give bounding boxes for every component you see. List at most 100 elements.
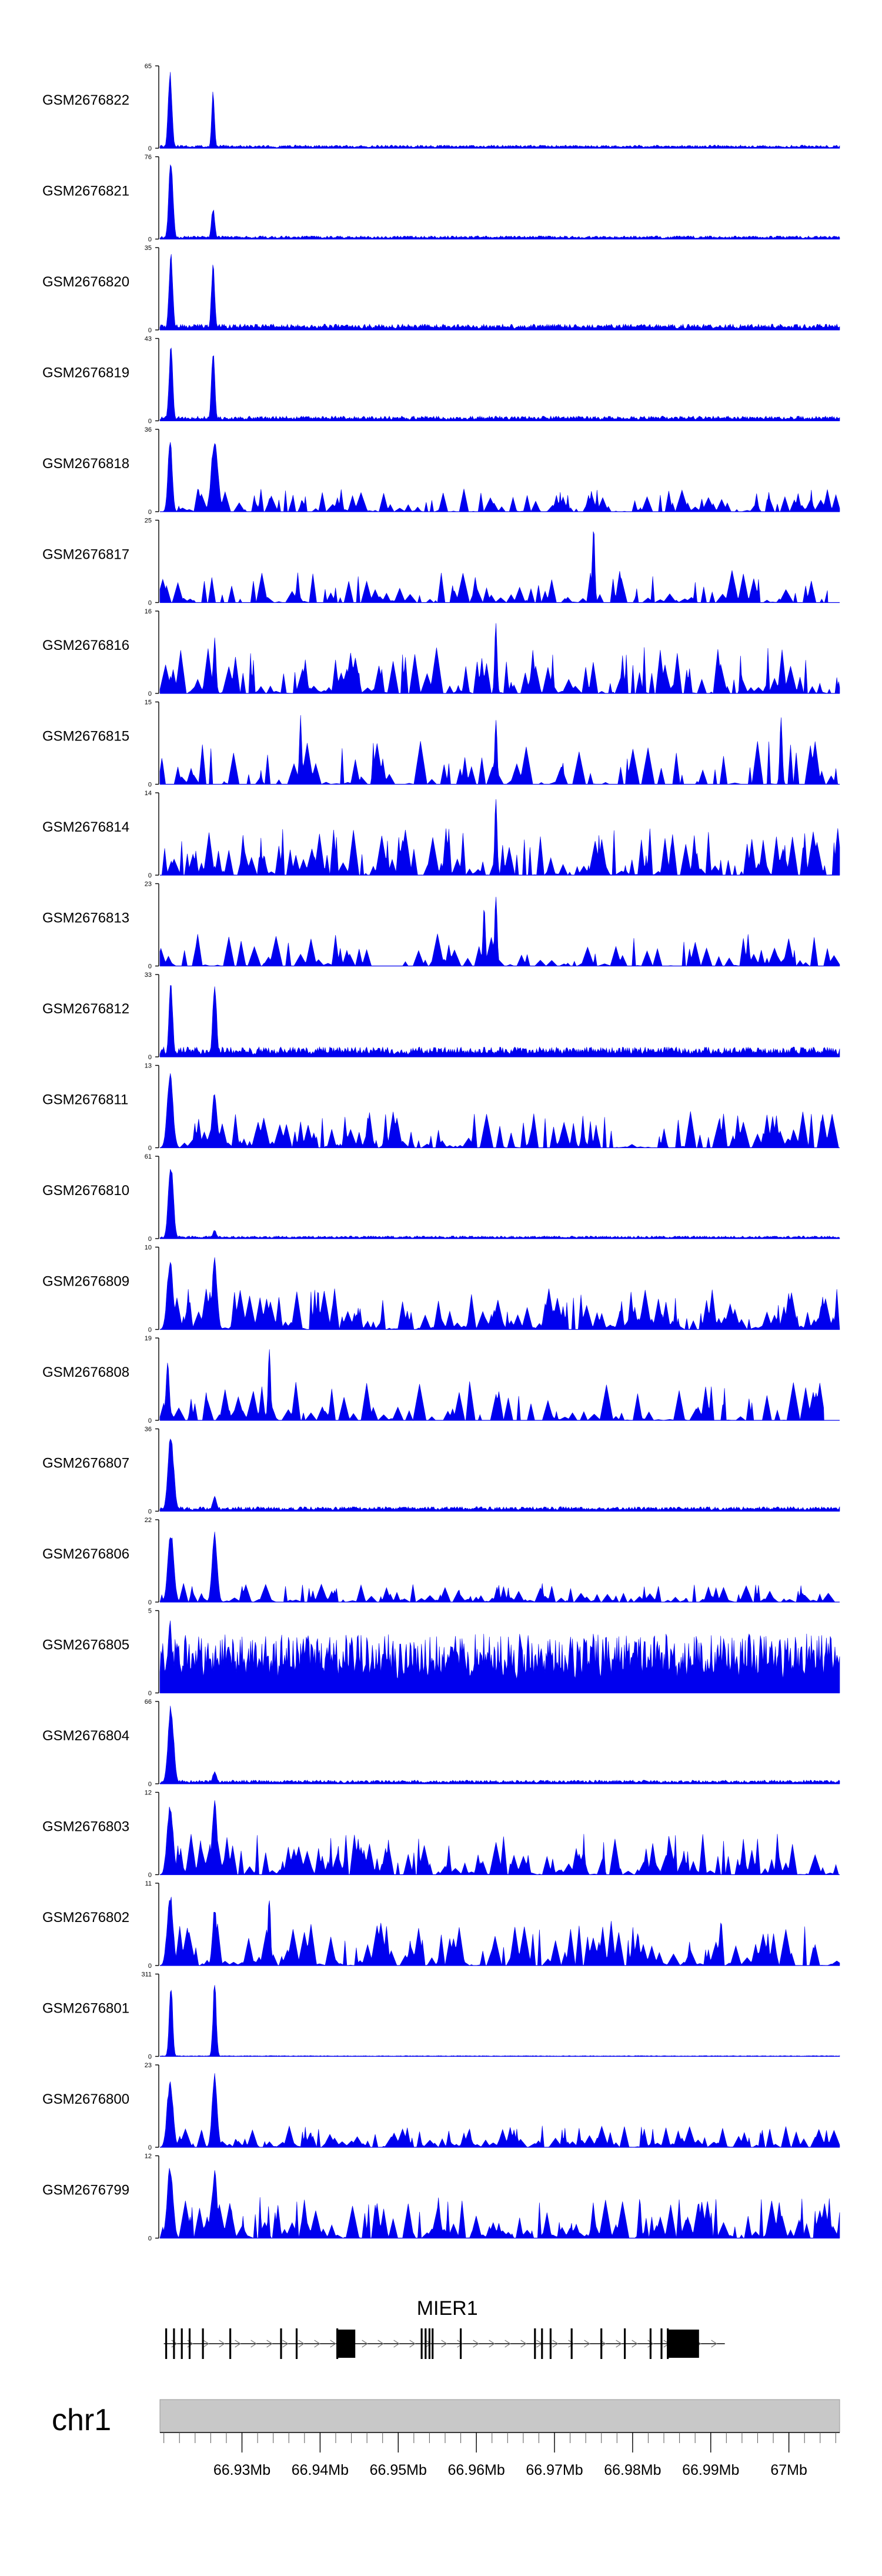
coverage-area bbox=[159, 1531, 840, 1603]
coverage-area bbox=[159, 1073, 840, 1148]
strand-chevron bbox=[632, 2340, 638, 2348]
strand-chevron bbox=[457, 2340, 463, 2348]
exon-tick bbox=[173, 2328, 175, 2359]
track-GSM2676817: GSM2676817 25 0 bbox=[42, 518, 840, 607]
track-GSM2676815: GSM2676815 15 0 bbox=[42, 699, 840, 789]
coverage-area bbox=[159, 1985, 840, 2057]
axis-tick-label: 66.96Mb bbox=[447, 2462, 505, 2478]
track-ymin-label: 0 bbox=[148, 2235, 152, 2243]
track-ymin-label: 0 bbox=[148, 600, 152, 607]
track-ymin-label: 0 bbox=[148, 690, 152, 698]
coverage-area bbox=[159, 1620, 840, 1693]
track-ymax-label: 43 bbox=[145, 336, 152, 343]
track-ymin-label: 0 bbox=[148, 1781, 152, 1788]
track-GSM2676822: GSM2676822 65 0 bbox=[42, 63, 840, 152]
exon-tick bbox=[425, 2328, 427, 2359]
track-ymax-label: 12 bbox=[145, 1790, 152, 1797]
track-GSM2676801: GSM2676801 311 0 bbox=[42, 1971, 840, 2061]
track-ymax-label: 23 bbox=[145, 2062, 152, 2069]
track-label: GSM2676806 bbox=[42, 1546, 129, 1562]
strand-chevron bbox=[616, 2340, 622, 2348]
axis-tick-label: 66.94Mb bbox=[292, 2462, 349, 2478]
track-ymin-label: 0 bbox=[148, 145, 152, 152]
axis-tick-label: 66.95Mb bbox=[370, 2462, 427, 2478]
strand-chevron bbox=[266, 2340, 273, 2348]
exon-tick bbox=[229, 2328, 232, 2359]
track-ymax-label: 35 bbox=[145, 245, 152, 252]
strand-chevron bbox=[298, 2340, 305, 2348]
track-label: GSM2676799 bbox=[42, 2182, 129, 2198]
track-label: GSM2676808 bbox=[42, 1364, 129, 1380]
track-ymin-label: 0 bbox=[148, 2054, 152, 2061]
axis-tick-label: 66.93Mb bbox=[213, 2462, 270, 2478]
coverage-area bbox=[159, 2168, 840, 2239]
axis-tick-label: 66.98Mb bbox=[604, 2462, 661, 2478]
track-ymax-label: 12 bbox=[145, 2153, 152, 2160]
track-GSM2676807: GSM2676807 36 0 bbox=[42, 1426, 840, 1516]
track-ymax-label: 311 bbox=[141, 1971, 152, 1978]
track-ymin-label: 0 bbox=[148, 327, 152, 334]
track-label: GSM2676815 bbox=[42, 728, 129, 744]
track-ymin-label: 0 bbox=[148, 872, 152, 879]
track-ymin-label: 0 bbox=[148, 1054, 152, 1061]
exon-tick bbox=[570, 2328, 573, 2359]
exon-tick bbox=[280, 2328, 282, 2359]
track-ymax-label: 19 bbox=[145, 1335, 152, 1342]
strand-chevron bbox=[219, 2340, 225, 2348]
exon-tick bbox=[549, 2328, 552, 2359]
track-label: GSM2676809 bbox=[42, 1273, 129, 1289]
coverage-tracks: GSM2676822650GSM2676821760GSM2676820350G… bbox=[42, 63, 840, 2243]
track-GSM2676814: GSM2676814 14 0 bbox=[42, 790, 840, 879]
track-label: GSM2676817 bbox=[42, 546, 129, 562]
track-ymin-label: 0 bbox=[148, 236, 152, 243]
strand-chevron bbox=[282, 2340, 289, 2348]
track-label: GSM2676813 bbox=[42, 910, 129, 926]
exon-tick bbox=[460, 2328, 462, 2359]
track-GSM2676803: GSM2676803 12 0 bbox=[42, 1790, 840, 1879]
track-label: GSM2676811 bbox=[42, 1092, 128, 1107]
track-GSM2676816: GSM2676816 16 0 bbox=[42, 608, 840, 698]
track-ymin-label: 0 bbox=[148, 1417, 152, 1424]
track-ymax-label: 61 bbox=[145, 1153, 152, 1160]
track-label: GSM2676816 bbox=[42, 638, 129, 653]
coverage-area bbox=[159, 72, 840, 149]
coverage-area bbox=[159, 1800, 840, 1876]
track-ymax-label: 16 bbox=[145, 608, 152, 615]
track-ymax-label: 66 bbox=[145, 1699, 152, 1706]
track-label: GSM2676807 bbox=[42, 1455, 129, 1471]
track-label: GSM2676820 bbox=[42, 274, 129, 290]
track-GSM2676802: GSM2676802 11 0 bbox=[42, 1880, 840, 1970]
exon-block bbox=[667, 2330, 699, 2358]
track-label: GSM2676814 bbox=[42, 819, 129, 835]
strand-chevron bbox=[409, 2340, 416, 2348]
strand-chevron bbox=[568, 2340, 574, 2348]
exon-tick bbox=[181, 2328, 183, 2359]
track-GSM2676821: GSM2676821 76 0 bbox=[42, 154, 840, 243]
track-ymin-label: 0 bbox=[148, 509, 152, 516]
coverage-area bbox=[159, 1897, 840, 1966]
chromosome-axis: chr1 66.93Mb 66.94Mb 66.95Mb 66.96Mb 66.97Mb… bbox=[52, 2399, 840, 2478]
track-GSM2676808: GSM2676808 19 0 bbox=[42, 1335, 840, 1424]
axis-tick-label: 66.97Mb bbox=[526, 2462, 583, 2478]
track-ymin-label: 0 bbox=[148, 1145, 152, 1152]
track-ymax-label: 11 bbox=[145, 1880, 152, 1887]
coverage-area bbox=[159, 2073, 840, 2148]
coverage-area bbox=[159, 985, 840, 1057]
exon-tick bbox=[202, 2328, 204, 2359]
exon-tick bbox=[600, 2328, 603, 2359]
track-GSM2676811: GSM2676811 13 0 bbox=[42, 1063, 840, 1152]
track-ymax-label: 22 bbox=[145, 1517, 152, 1524]
track-ymin-label: 0 bbox=[148, 418, 152, 425]
track-GSM2676820: GSM2676820 35 0 bbox=[42, 245, 840, 334]
track-GSM2676819: GSM2676819 43 0 bbox=[42, 336, 840, 425]
strand-chevron bbox=[552, 2340, 559, 2348]
coverage-area bbox=[159, 1169, 840, 1239]
coverage-area bbox=[159, 1438, 840, 1511]
track-ymin-label: 0 bbox=[148, 1509, 152, 1516]
track-GSM2676818: GSM2676818 36 0 bbox=[42, 426, 840, 516]
track-label: GSM2676803 bbox=[42, 1818, 129, 1834]
track-ymax-label: 5 bbox=[148, 1608, 152, 1615]
axis-tick-label: 67Mb bbox=[770, 2462, 807, 2478]
track-GSM2676809: GSM2676809 10 0 bbox=[42, 1244, 840, 1334]
exon-tick bbox=[624, 2328, 626, 2359]
